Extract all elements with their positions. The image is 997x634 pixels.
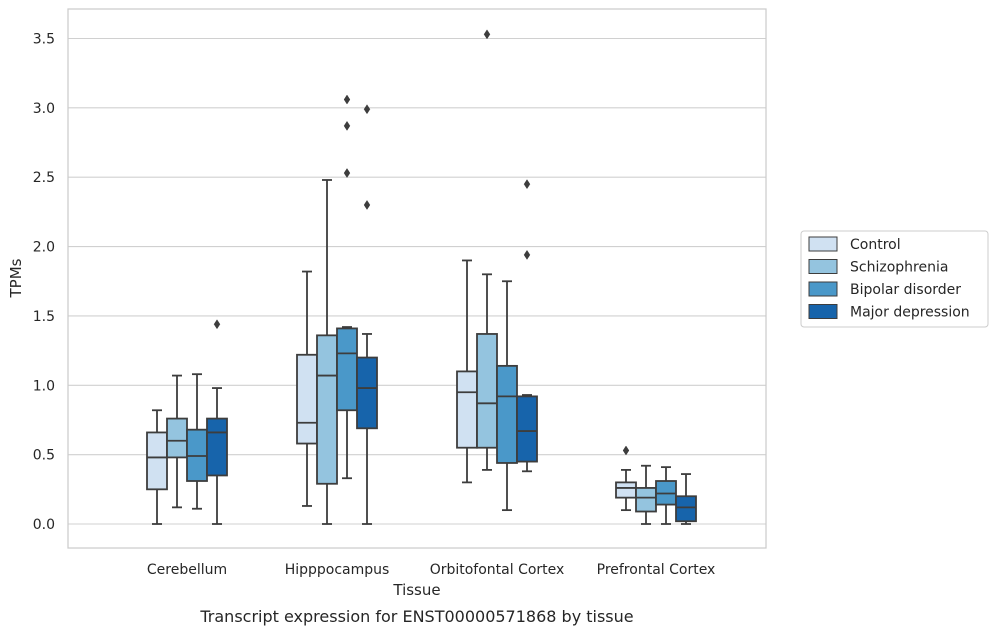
legend-swatch	[808, 259, 838, 274]
series-major-depression	[206, 104, 697, 525]
box	[496, 280, 518, 512]
outlier-marker	[523, 249, 531, 260]
x-tick-labels: Cerebellum Hipppocampus Orbitofontal Corte…	[147, 562, 715, 578]
outlier-marker	[523, 179, 531, 190]
box	[655, 466, 677, 525]
box-body	[206, 417, 228, 477]
x-tick-label: Cerebellum	[147, 562, 227, 578]
legend-items: Control Schizophrenia Bipolar disorder Majo…	[808, 236, 970, 321]
boxes	[146, 29, 697, 525]
legend-swatch	[808, 304, 838, 319]
y-axis-label: TPMs	[7, 258, 25, 298]
x-tick-label: Hipppocampus	[285, 562, 390, 578]
y-tick-labels: 0.0 0.5 1.0 1.5 2.0 2.5 3.0 3.5	[33, 32, 55, 534]
series-schizophrenia	[166, 29, 657, 525]
box	[296, 270, 318, 507]
box-body	[336, 327, 358, 412]
legend-swatch	[808, 236, 838, 252]
box-body	[146, 431, 168, 491]
box	[356, 104, 378, 525]
box-body	[476, 333, 498, 449]
legend-item: Schizophrenia	[808, 259, 948, 276]
box	[635, 464, 657, 525]
legend-label: Major depression	[850, 305, 970, 321]
outlier-marker	[343, 168, 351, 179]
box-body	[296, 353, 318, 445]
box	[615, 445, 637, 512]
y-tick-label: 2.5	[33, 170, 55, 186]
legend-item: Control	[808, 236, 901, 253]
y-tick-label: 0.5	[33, 448, 55, 464]
box	[316, 179, 338, 525]
legend: Control Schizophrenia Bipolar disorder Majo…	[800, 230, 989, 328]
box-body	[615, 481, 637, 499]
outlier-marker	[363, 199, 371, 210]
chart-caption: Transcript expression for ENST0000057186…	[199, 607, 633, 626]
box	[675, 473, 697, 525]
outlier-marker	[343, 120, 351, 131]
box-body	[316, 334, 338, 485]
outlier-marker	[363, 104, 371, 115]
box	[166, 374, 188, 509]
box-body	[166, 417, 188, 459]
x-tick-label: Orbitofontal Cortex	[430, 562, 565, 578]
outlier-marker	[483, 29, 491, 40]
series-bipolar-disorder	[186, 94, 677, 525]
y-tick-label: 2.0	[33, 240, 55, 256]
x-axis-label: Tissue	[392, 581, 440, 599]
box	[476, 29, 498, 471]
outlier-marker	[343, 94, 351, 105]
legend-label: Control	[850, 237, 901, 253]
y-tick-label: 1.5	[33, 309, 55, 325]
box-body	[456, 370, 478, 449]
x-tick-label: Prefrontal Cortex	[597, 562, 716, 578]
box-body	[496, 364, 518, 464]
y-tick-label: 0.0	[33, 517, 55, 533]
y-tick-label: 1.0	[33, 378, 55, 394]
y-tick-label: 3.0	[33, 101, 55, 117]
legend-label: Bipolar disorder	[850, 282, 961, 298]
outlier-marker	[213, 319, 221, 330]
box	[186, 373, 208, 510]
box-body	[635, 487, 657, 513]
plot-frame	[67, 8, 767, 549]
box	[456, 259, 478, 484]
series-control	[146, 259, 637, 525]
box	[336, 94, 358, 480]
outlier-marker	[622, 445, 630, 456]
legend-item: Bipolar disorder	[808, 281, 961, 298]
box	[206, 319, 228, 525]
y-tick-label: 3.5	[33, 32, 55, 48]
legend-label: Schizophrenia	[850, 260, 948, 276]
legend-item: Major depression	[808, 304, 970, 321]
box-body	[516, 395, 538, 463]
box	[516, 179, 538, 473]
box-body	[675, 495, 697, 523]
box-body	[356, 356, 378, 430]
box	[146, 409, 168, 525]
legend-frame	[800, 230, 989, 328]
legend-swatch	[808, 281, 838, 297]
